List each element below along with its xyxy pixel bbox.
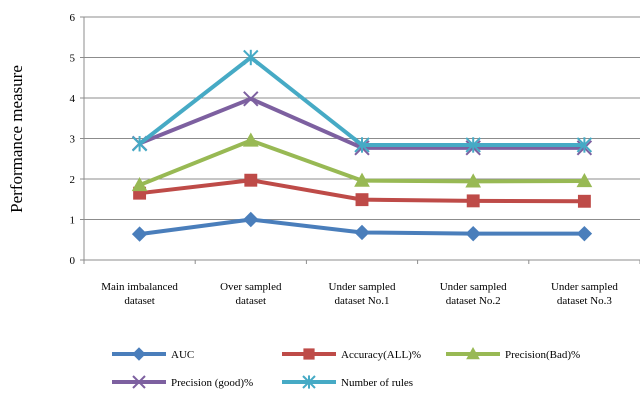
y-axis-label: Performance measure — [7, 65, 26, 213]
legend-label: Precision (good)% — [171, 377, 253, 389]
data-point — [244, 173, 258, 187]
y-tick-label: 1 — [70, 215, 76, 227]
y-tick-label: 6 — [70, 12, 76, 24]
data-point — [354, 172, 370, 187]
data-point — [303, 348, 315, 360]
series-number-of-rules — [131, 49, 593, 153]
legend-label: Number of rules — [341, 377, 413, 389]
legend: AUC Accuracy(ALL)% Precision(Bad)% Precisio… — [112, 346, 580, 389]
x-tick-label: Under sampled dataset No.2 — [440, 281, 507, 307]
data-point — [465, 225, 481, 242]
x-tick-label: Over sampled dataset — [220, 281, 282, 307]
legend-item: Precision (good)% — [112, 375, 253, 389]
data-point — [132, 347, 146, 361]
series-precision-bad — [131, 132, 593, 192]
series-accuracy-all — [133, 173, 591, 208]
legend-item: Precision(Bad)% — [446, 346, 580, 361]
x-tick-label: Under sampled dataset No.1 — [329, 281, 396, 307]
y-tick-labels: 0 1 2 3 4 5 6 — [70, 12, 76, 267]
series-auc — [131, 211, 593, 242]
series-line — [138, 55, 585, 147]
data-point — [354, 224, 370, 241]
legend-item: Number of rules — [282, 375, 413, 389]
data-point — [466, 346, 480, 360]
data-point — [242, 132, 259, 147]
data-point — [466, 194, 480, 208]
data-point — [354, 137, 370, 153]
y-tick-label: 0 — [70, 255, 76, 267]
y-tick-label: 4 — [70, 93, 76, 105]
data-point — [243, 49, 259, 66]
data-point — [131, 226, 148, 242]
y-tick-label: 5 — [70, 53, 76, 65]
data-point — [576, 225, 593, 242]
x-tick-label: Main imbalanced dataset — [101, 281, 178, 307]
data-point — [131, 177, 148, 192]
data-point — [465, 173, 482, 188]
x-tick-labels: Main imbalanced dataset Over sampled datase… — [101, 281, 618, 307]
data-point — [243, 211, 259, 228]
data-point — [302, 375, 316, 389]
data-point — [243, 91, 259, 107]
data-point — [576, 172, 593, 188]
y-tick-label: 2 — [70, 174, 76, 186]
data-point — [132, 375, 146, 389]
data-point — [355, 193, 369, 207]
legend-item: AUC — [112, 347, 194, 361]
data-point — [576, 137, 593, 153]
axes — [80, 16, 640, 264]
legend-label: AUC — [171, 349, 194, 361]
data-point — [577, 194, 591, 208]
legend-item: Accuracy(ALL)% — [282, 348, 421, 361]
data-point — [465, 137, 481, 153]
data-point — [131, 136, 148, 152]
x-tick-label: Under sampled dataset No.3 — [551, 281, 618, 307]
series-group — [131, 49, 593, 242]
legend-label: Precision(Bad)% — [505, 349, 580, 361]
legend-label: Accuracy(ALL)% — [341, 349, 421, 361]
y-tick-label: 3 — [70, 134, 76, 146]
